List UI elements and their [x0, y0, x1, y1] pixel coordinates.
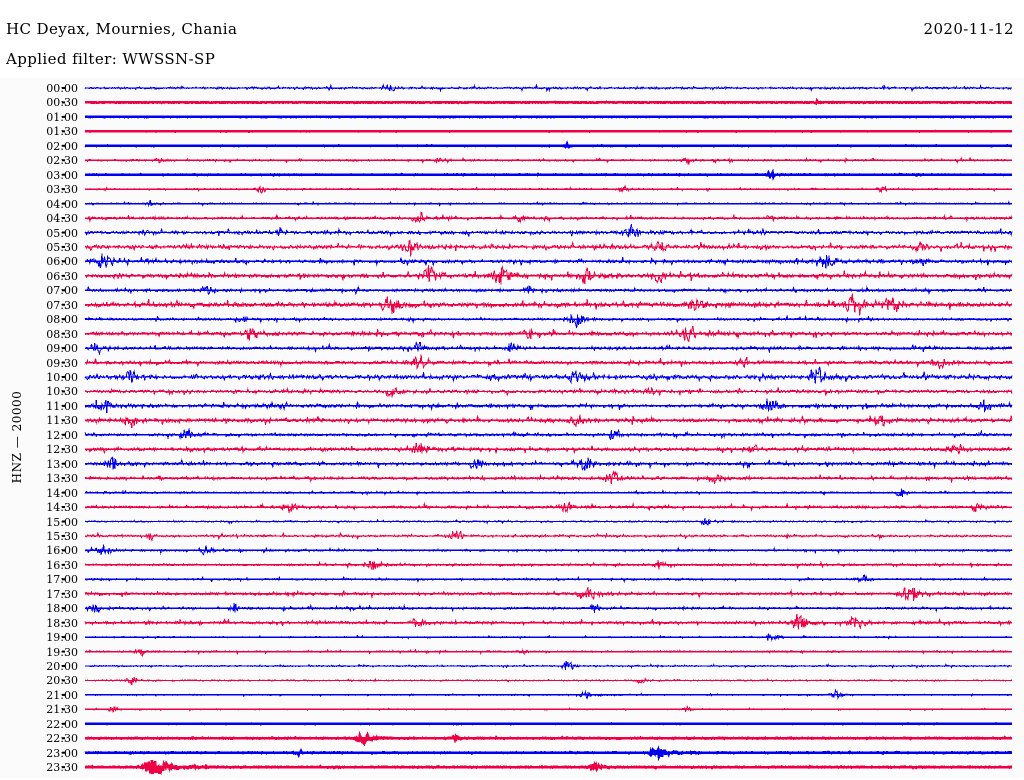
trace-0630: [84, 265, 1013, 285]
trace-1830: [84, 614, 1013, 630]
trace-1000: [84, 366, 1013, 385]
page-title: HC Deyax, Mournies, Chania: [6, 20, 238, 38]
trace-1030: [84, 386, 1013, 398]
date-label: 2020-11-12: [923, 20, 1014, 38]
applied-filter-label: Applied filter: WWSSN-SP: [6, 50, 216, 68]
trace-1200: [84, 428, 1013, 440]
trace-0230: [84, 156, 1013, 165]
trace-2030: [84, 676, 1013, 686]
trace-1430: [84, 501, 1013, 514]
trace-0530: [84, 239, 1013, 257]
trace-1130: [84, 414, 1013, 429]
trace-0430: [84, 211, 1013, 224]
trace-canvas: [62, 83, 1013, 776]
trace-0500: [84, 224, 1013, 239]
trace-0930: [84, 354, 1013, 370]
helicorder-plot: HNZ — 20000 00:00 00:30 01:00 01:30 02:00 02:…: [0, 78, 1024, 778]
trace-1230: [84, 442, 1013, 455]
trace-0730: [84, 293, 1013, 316]
trace-1700: [84, 574, 1013, 584]
trace-0800: [84, 313, 1013, 329]
trace-1930: [84, 648, 1013, 658]
